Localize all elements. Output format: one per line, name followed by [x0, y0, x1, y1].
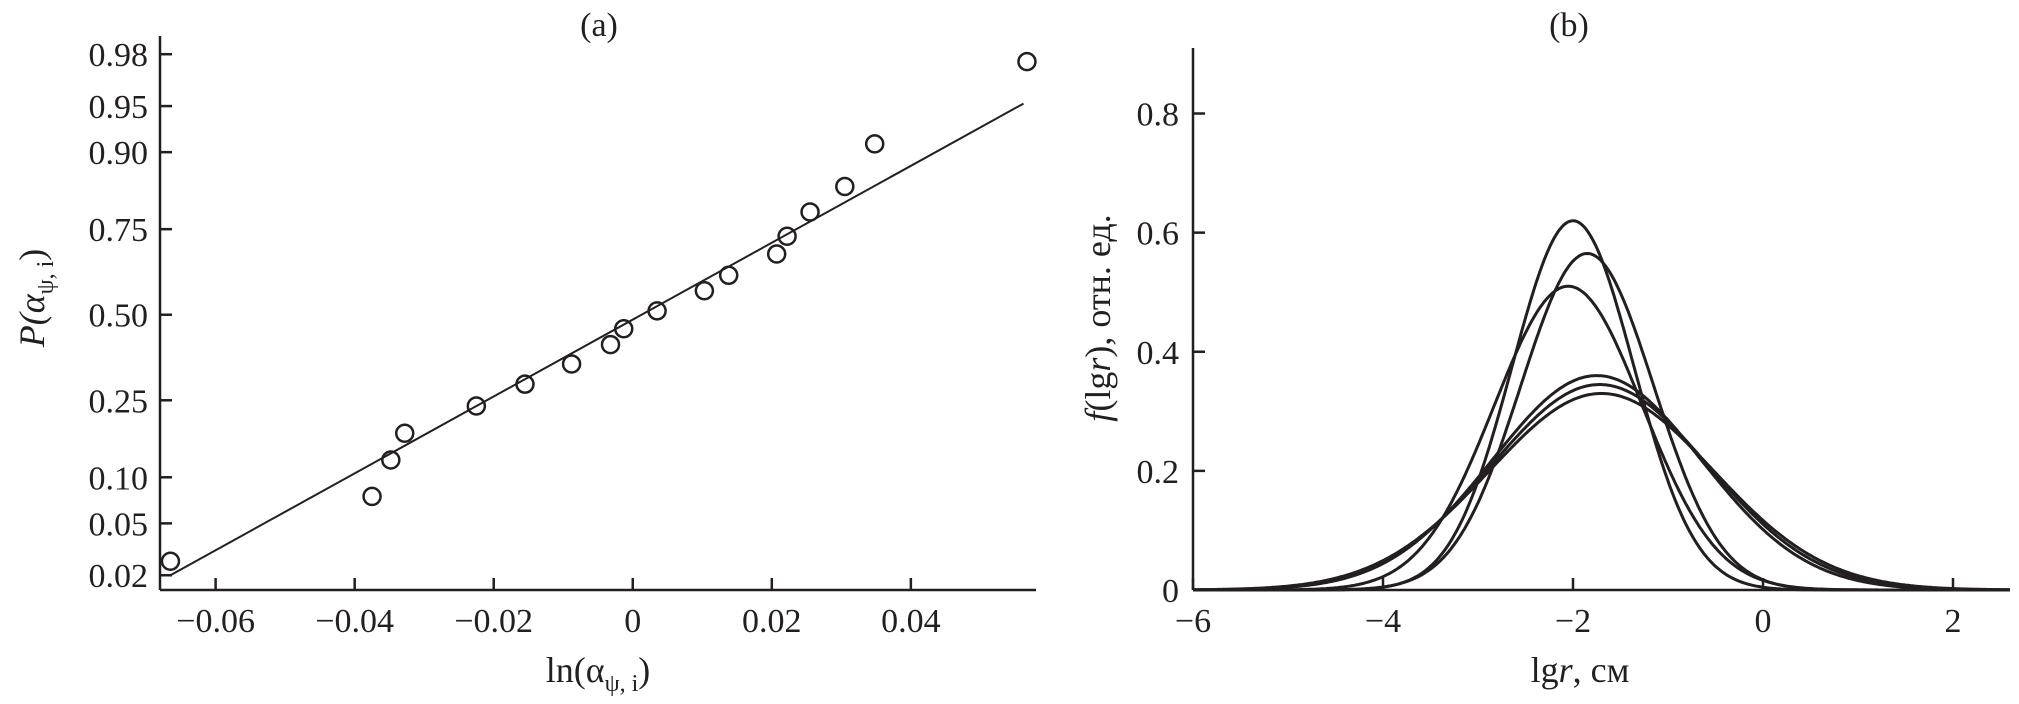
x-tick-label: 0	[1755, 603, 1772, 640]
x-tick-label: −0.04	[315, 603, 394, 640]
data-point	[1017, 51, 1037, 72]
data-point	[777, 226, 797, 246]
panel-a: (a) −0.06 −0.04 −0.02 0 0.02 0.04 0.02 0.05 0.1…	[12, 7, 1037, 697]
panel-b-plot-area	[1193, 219, 2010, 592]
x-tick-label: −6	[1175, 603, 1211, 640]
panel-a-y-axis-label: P(αψ, i)	[12, 249, 59, 349]
y-tick-label: 0.4	[1137, 335, 1180, 372]
panel-b: (b) −6 −4 −2 0 2 0 0.2 0.4 0.6 0.8 lgr, см f(lgr…	[1078, 7, 2010, 690]
y-tick-label: 0.95	[89, 89, 149, 126]
y-tick-label: 0.6	[1137, 216, 1180, 253]
y-tick-label: 0.75	[89, 212, 149, 249]
distribution-curve	[1193, 284, 2010, 592]
panel-a-plot-area	[160, 51, 1037, 577]
data-point	[160, 551, 181, 571]
x-tick-label: −0.02	[454, 603, 533, 640]
data-point	[647, 301, 667, 321]
panel-b-x-axis-label: lgr, см	[1531, 650, 1630, 690]
data-point	[466, 396, 487, 416]
y-tick-label: 0.25	[89, 383, 149, 420]
data-point	[800, 202, 820, 222]
y-tick-label: 0.05	[89, 506, 149, 543]
data-point	[561, 354, 582, 374]
y-tick-label: 0.98	[89, 37, 149, 74]
x-tick-label: 2	[1945, 603, 1962, 640]
panel-a-y-ticks: 0.02 0.05 0.10 0.25 0.50 0.75 0.90 0.95 0.98	[89, 37, 172, 595]
data-point	[381, 450, 401, 470]
data-point	[394, 423, 415, 444]
y-tick-label: 0	[1162, 573, 1179, 610]
x-tick-label: −2	[1555, 603, 1591, 640]
y-tick-label: 0.90	[89, 135, 149, 172]
x-tick-label: −0.06	[176, 603, 255, 640]
x-tick-label: −4	[1365, 603, 1401, 640]
distribution-curve	[1193, 374, 2010, 592]
distribution-curve	[1193, 392, 2010, 592]
distribution-curve	[1193, 251, 2010, 592]
panel-a-title: (a)	[580, 7, 618, 44]
data-point	[600, 334, 621, 355]
data-point	[362, 486, 382, 507]
data-point	[766, 244, 787, 264]
data-point	[515, 374, 535, 394]
data-point	[718, 265, 739, 286]
panel-b-y-ticks: 0 0.2 0.4 0.6 0.8	[1137, 97, 1205, 610]
x-tick-label: 0.02	[742, 603, 802, 640]
panel-a-x-axis-label: ln(αψ, i)	[546, 650, 651, 697]
distribution-curve	[1193, 383, 2010, 592]
y-tick-label: 0.10	[89, 460, 149, 497]
panel-b-y-axis-label: f(lgr), отн. ед.	[1078, 214, 1118, 421]
panel-b-x-ticks: −6 −4 −2 0 2	[1175, 578, 1962, 640]
y-tick-label: 0.2	[1137, 454, 1180, 491]
panel-a-x-ticks: −0.06 −0.04 −0.02 0 0.02 0.04	[176, 578, 941, 640]
distribution-curve	[1193, 219, 2010, 592]
data-point	[694, 280, 715, 301]
data-point	[864, 134, 885, 154]
y-tick-label: 0.50	[89, 298, 149, 335]
data-point	[613, 318, 634, 339]
y-tick-label: 0.02	[89, 558, 149, 595]
x-tick-label: 0	[624, 603, 641, 640]
panel-b-title: (b)	[1549, 7, 1589, 44]
data-point	[835, 176, 855, 197]
y-tick-label: 0.8	[1137, 97, 1180, 134]
x-tick-label: 0.04	[881, 603, 941, 640]
fit-line	[169, 102, 1024, 577]
